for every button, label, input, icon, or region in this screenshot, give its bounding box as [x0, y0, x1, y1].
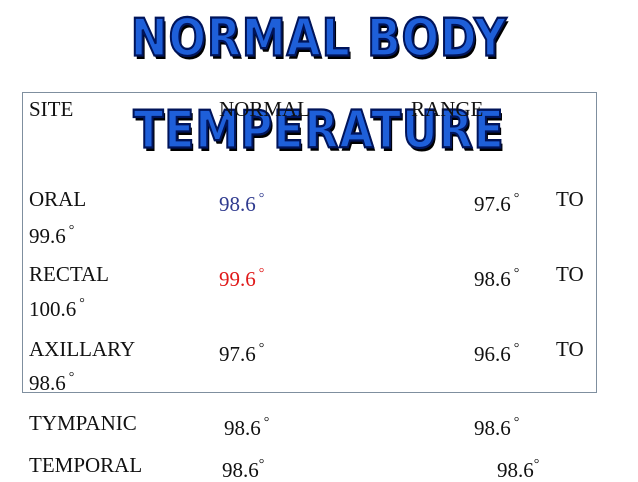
- row-axillary-to: TO: [556, 337, 584, 361]
- row-tympanic-site: TYMPANIC: [29, 411, 137, 435]
- degree-symbol: °: [68, 223, 75, 238]
- header-normal: NORMAL: [219, 97, 311, 121]
- row-oral-range-low: 97.6 °: [474, 191, 520, 216]
- row-rectal-to: TO: [556, 262, 584, 286]
- row-axillary-normal: 97.6 °: [219, 341, 265, 366]
- row-axillary-range-high: 98.6 °: [29, 370, 75, 395]
- row-temporal-site: TEMPORAL: [29, 453, 143, 477]
- row-oral-to: TO: [556, 187, 584, 211]
- row-axillary-site: AXILLARY: [29, 337, 136, 361]
- degree-symbol: °: [258, 457, 265, 472]
- row-rectal-normal: 99.6 °: [219, 266, 265, 291]
- degree-symbol: °: [258, 341, 265, 356]
- row-axillary-range-low: 96.6 °: [474, 341, 520, 366]
- degree-symbol: °: [513, 415, 520, 430]
- degree-symbol: °: [79, 296, 85, 311]
- row-tympanic-normal: 98.6 °: [224, 415, 270, 440]
- degree-symbol: °: [263, 415, 270, 430]
- header-site: SITE: [29, 97, 74, 121]
- row-rectal-range-high: 100.6 °: [29, 296, 85, 321]
- page-title: NORMAL BODY TEMPERATURE: [130, 7, 508, 162]
- row-rectal-range-low: 98.6 °: [474, 266, 520, 291]
- row-oral-site: ORAL: [29, 187, 87, 211]
- header-range: RANGE: [411, 97, 484, 121]
- degree-symbol: °: [533, 457, 540, 472]
- degree-symbol: °: [258, 191, 265, 206]
- row-oral-normal: 98.6 °: [219, 191, 265, 216]
- degree-symbol: °: [513, 191, 520, 206]
- temperature-table-box: [22, 92, 597, 393]
- row-rectal-site: RECTAL: [29, 262, 109, 286]
- row-temporal-normal: 98.6°: [222, 457, 265, 482]
- row-oral-range-high: 99.6 °: [29, 223, 75, 248]
- degree-symbol: °: [513, 341, 520, 356]
- row-temporal-range: 98.6°: [497, 457, 540, 482]
- row-tympanic-range: 98.6 °: [474, 415, 520, 440]
- degree-symbol: °: [258, 266, 265, 281]
- degree-symbol: °: [513, 266, 520, 281]
- degree-symbol: °: [68, 370, 75, 385]
